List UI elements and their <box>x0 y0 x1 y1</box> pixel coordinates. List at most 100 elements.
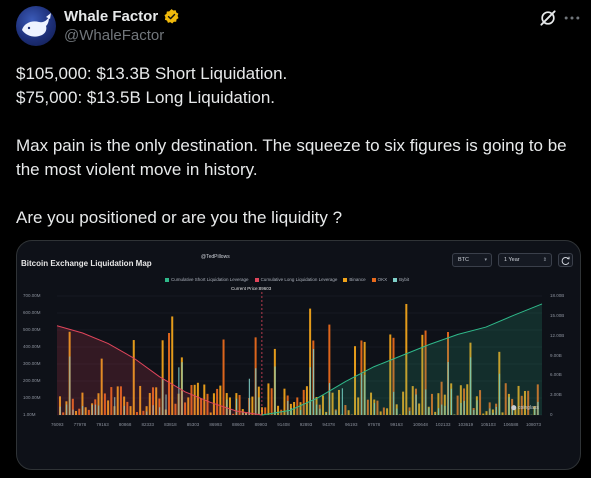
liquidation-bar <box>437 393 440 415</box>
bybit-bar <box>437 408 440 415</box>
liquidation-bar <box>482 413 485 415</box>
liquidation-bar <box>270 388 273 415</box>
liquidation-bar <box>145 406 148 415</box>
liquidation-bar <box>123 396 126 415</box>
liquidation-bar <box>277 405 280 415</box>
bybit-bar <box>82 405 84 415</box>
x-axis-tick-label: 99163 <box>390 422 403 427</box>
liquidation-bar <box>309 308 312 415</box>
liquidation-bar <box>331 392 334 415</box>
bybit-bar <box>511 408 513 415</box>
bybit-bar <box>444 405 446 415</box>
grok-icon[interactable] <box>538 8 558 28</box>
x-axis-tick-label: 97678 <box>367 422 381 427</box>
liquidation-bar <box>110 387 113 415</box>
x-axis-tick-label: 105103 <box>480 422 496 427</box>
chart-image[interactable]: Bitcoin Exchange Liquidation Map @TedPil… <box>16 240 581 470</box>
liquidation-bar <box>514 408 517 415</box>
bybit-bar <box>152 405 154 415</box>
liquidation-bar <box>370 392 373 415</box>
liquidation-bar <box>206 393 209 415</box>
liquidation-bar <box>158 398 161 415</box>
bybit-bar <box>415 394 417 415</box>
tweet-line: Are you positioned or are you the liquid… <box>16 208 343 227</box>
y-axis-tick-label: 100.00M <box>23 395 41 400</box>
legend-swatch <box>165 277 169 282</box>
bybit-bar <box>245 413 247 415</box>
bybit-bar <box>178 367 180 415</box>
liquidation-bar <box>418 403 421 415</box>
liquidation-bar <box>100 358 103 415</box>
avatar[interactable] <box>16 6 56 46</box>
asset-select-value: BTC <box>458 257 469 263</box>
bybit-bar <box>248 378 250 415</box>
bybit-bar <box>508 397 510 415</box>
bybit-bar <box>434 414 436 415</box>
bybit-bar <box>162 379 164 415</box>
watermark-handle: @TedPillows <box>201 254 230 260</box>
liquidation-bar <box>139 385 142 415</box>
liquidation-bar <box>411 386 414 415</box>
legend-item[interactable]: Bybit <box>393 277 409 282</box>
liquidation-bar <box>151 387 154 415</box>
y2-axis-tick-label: 0 <box>550 412 553 417</box>
legend-item[interactable]: Cumulative Long Liquidation Leverage <box>254 277 338 282</box>
liquidation-bar <box>155 387 158 415</box>
x-axis-tick-label: 83818 <box>164 422 177 427</box>
handle[interactable]: @WhaleFactor <box>64 27 165 44</box>
liquidation-bar <box>520 395 523 415</box>
y-axis-tick-label: 300.00M <box>23 361 41 366</box>
refresh-button[interactable] <box>558 253 573 267</box>
tweet-line: $105,000: $13.3B Short Liquidation. <box>16 64 288 83</box>
liquidation-bar <box>405 303 408 415</box>
range-select[interactable]: 1 Year ⇕ <box>498 253 552 267</box>
legend-item[interactable]: Binance <box>343 277 366 282</box>
liquidation-bar <box>485 411 488 415</box>
bybit-bar <box>476 400 478 415</box>
liquidation-bar <box>402 391 405 415</box>
liquidation-bar <box>398 414 401 415</box>
bybit-bar <box>473 409 475 415</box>
bybit-bar <box>447 362 449 415</box>
bybit-bar <box>470 357 472 415</box>
liquidation-bar <box>232 413 235 415</box>
bybit-bar <box>287 400 289 415</box>
liquidation-bar <box>222 339 225 415</box>
bybit-bar <box>91 405 93 415</box>
x-axis-tick-label: 86993 <box>209 422 222 427</box>
legend-item[interactable]: OKX <box>371 277 387 282</box>
long-line <box>56 325 262 416</box>
legend-item[interactable]: Cumulative Short Liquidation Leverage <box>165 277 249 282</box>
coinglass-watermark: ⬤ coinglass <box>511 405 539 411</box>
bybit-bar <box>69 356 71 415</box>
liquidation-bar <box>71 398 74 415</box>
x-axis-tick-label: 88603 <box>231 422 245 427</box>
liquidation-bar <box>302 389 305 415</box>
asset-select[interactable]: BTC ▾ <box>452 253 492 267</box>
liquidation-bar <box>321 395 324 415</box>
bybit-bar <box>98 405 100 415</box>
y-axis-tick-label: 700.00M <box>23 293 41 298</box>
more-options-icon[interactable] <box>562 8 582 28</box>
liquidation-bar <box>209 412 212 415</box>
bybit-bar <box>316 404 318 415</box>
liquidation-bar <box>305 386 308 415</box>
chevron-down-icon: ▾ <box>484 257 487 263</box>
bybit-bar <box>428 407 430 415</box>
display-name[interactable]: Whale Factor <box>64 7 159 25</box>
y-axis-tick-label: 200.00M <box>23 378 41 383</box>
legend-label: Cumulative Long Liquidation Leverage <box>260 277 338 282</box>
x-axis-tick-label: 108073 <box>526 422 542 427</box>
liquidation-bar <box>184 402 187 415</box>
liquidation-bar <box>430 393 433 415</box>
bybit-bar <box>396 408 398 415</box>
legend-swatch <box>254 277 259 282</box>
liquidation-bar <box>75 410 78 415</box>
liquidation-bar <box>459 385 462 415</box>
liquidation-bar <box>392 337 395 415</box>
current-price-label: Current Price:89603 <box>231 286 272 291</box>
liquidation-bar <box>424 330 427 415</box>
bybit-bar <box>114 397 116 415</box>
liquidation-bar <box>376 400 379 415</box>
chart-title: Bitcoin Exchange Liquidation Map <box>21 259 152 268</box>
